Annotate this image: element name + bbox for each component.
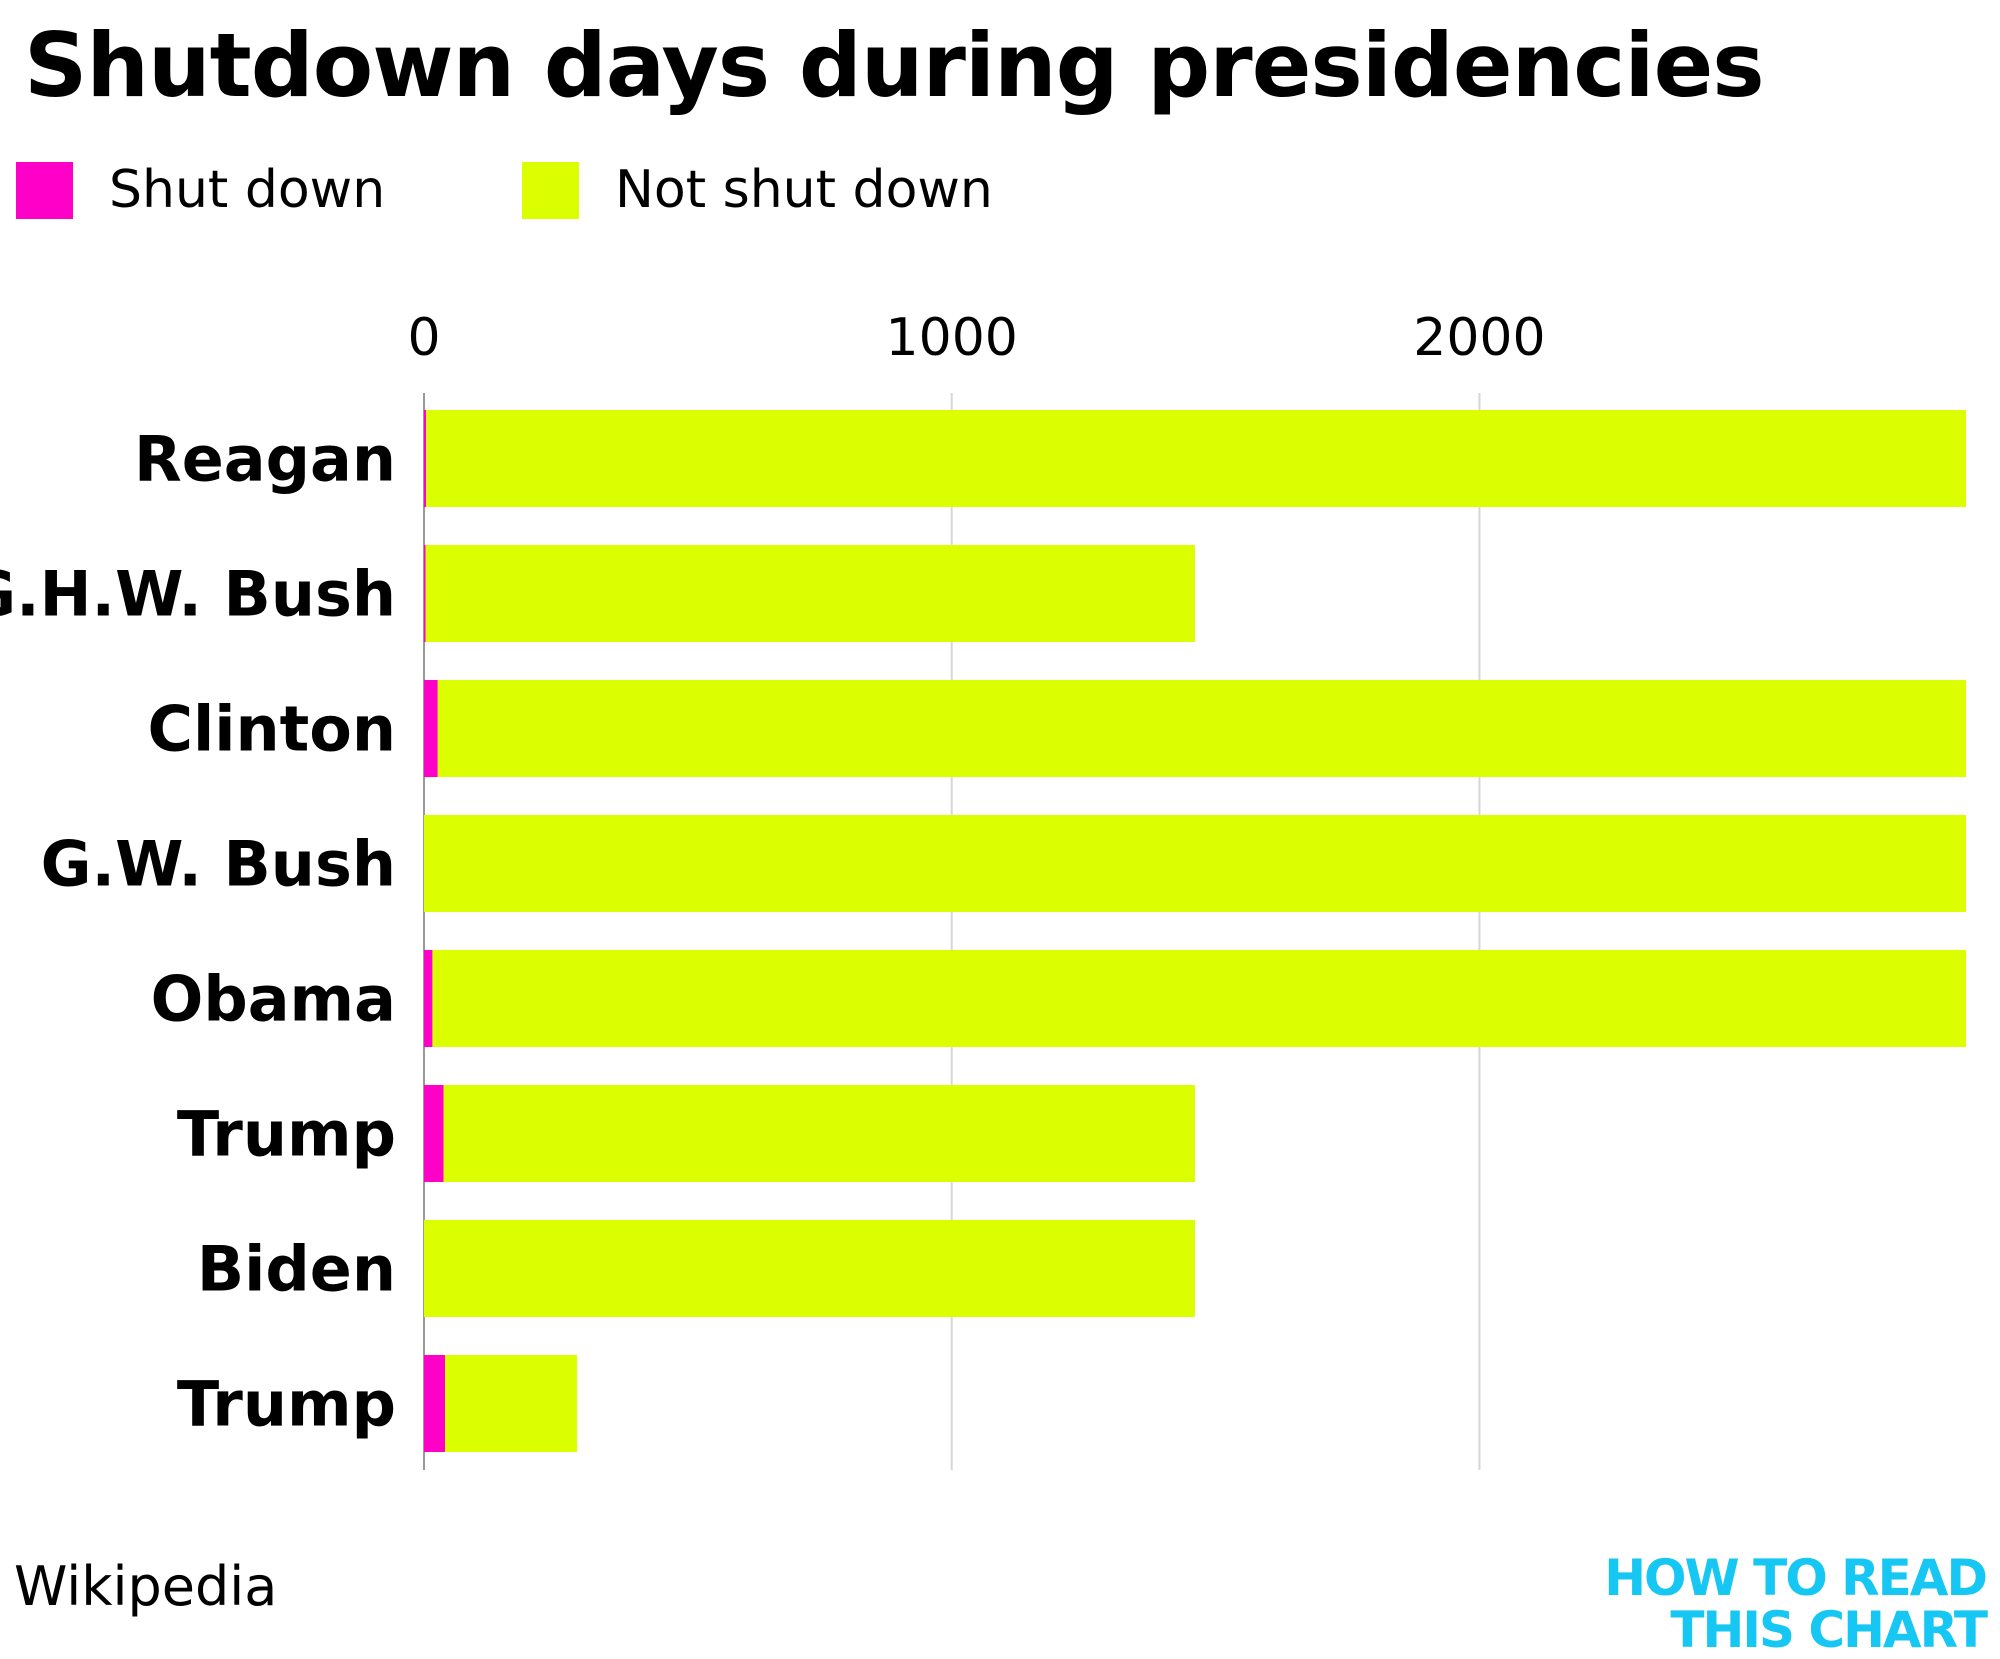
bars [424, 410, 1967, 1452]
brand-line-2: THIS CHART [1670, 1601, 1988, 1659]
bar-shut-down [424, 950, 433, 1047]
x-tick-label: 1000 [886, 308, 1018, 368]
bar-not-shut-down [424, 815, 1966, 912]
bar-not-shut-down [432, 950, 1966, 1047]
category-label: Clinton [147, 693, 396, 766]
source-label: Wikipedia [14, 1555, 278, 1618]
bar-not-shut-down [445, 1355, 578, 1452]
legend-swatch-shut-down [16, 161, 73, 219]
category-label: Reagan [134, 423, 396, 496]
x-tick-label: 0 [407, 308, 440, 368]
brand-logo: HOW TO READ THIS CHART [1604, 1549, 1988, 1659]
bar-shut-down [424, 680, 438, 777]
category-label: G.W. Bush [41, 828, 396, 901]
x-axis-ticks: 0 1000 2000 [407, 308, 1545, 368]
category-labels: Reagan G.H.W. Bush Clinton G.W. Bush Obama Tr… [0, 423, 396, 1441]
bar-not-shut-down [443, 1085, 1196, 1182]
bar-shut-down [424, 1355, 446, 1452]
bar-not-shut-down [425, 545, 1196, 642]
legend-item-not-shut-down: Not shut down [522, 160, 993, 220]
legend-label-shut-down: Shut down [109, 160, 386, 220]
legend-label-not-shut-down: Not shut down [615, 160, 993, 220]
category-label: Biden [197, 1233, 396, 1306]
x-tick-label: 2000 [1413, 308, 1545, 368]
legend-swatch-not-shut-down [522, 161, 579, 219]
chart-title: Shutdown days during presidencies [24, 14, 1765, 117]
bar-shut-down [424, 545, 426, 642]
category-label: Trump [177, 1368, 396, 1441]
category-label: Obama [151, 963, 396, 1036]
bar-not-shut-down [426, 410, 1967, 507]
bar-not-shut-down [437, 680, 1967, 777]
bar-shut-down [424, 410, 427, 507]
brand-line-1: HOW TO READ [1604, 1549, 1988, 1607]
legend-item-shut-down: Shut down [16, 160, 385, 220]
bar-shut-down [424, 1085, 444, 1182]
bar-not-shut-down [424, 1220, 1195, 1317]
category-label: G.H.W. Bush [0, 558, 396, 631]
category-label: Trump [177, 1098, 396, 1171]
